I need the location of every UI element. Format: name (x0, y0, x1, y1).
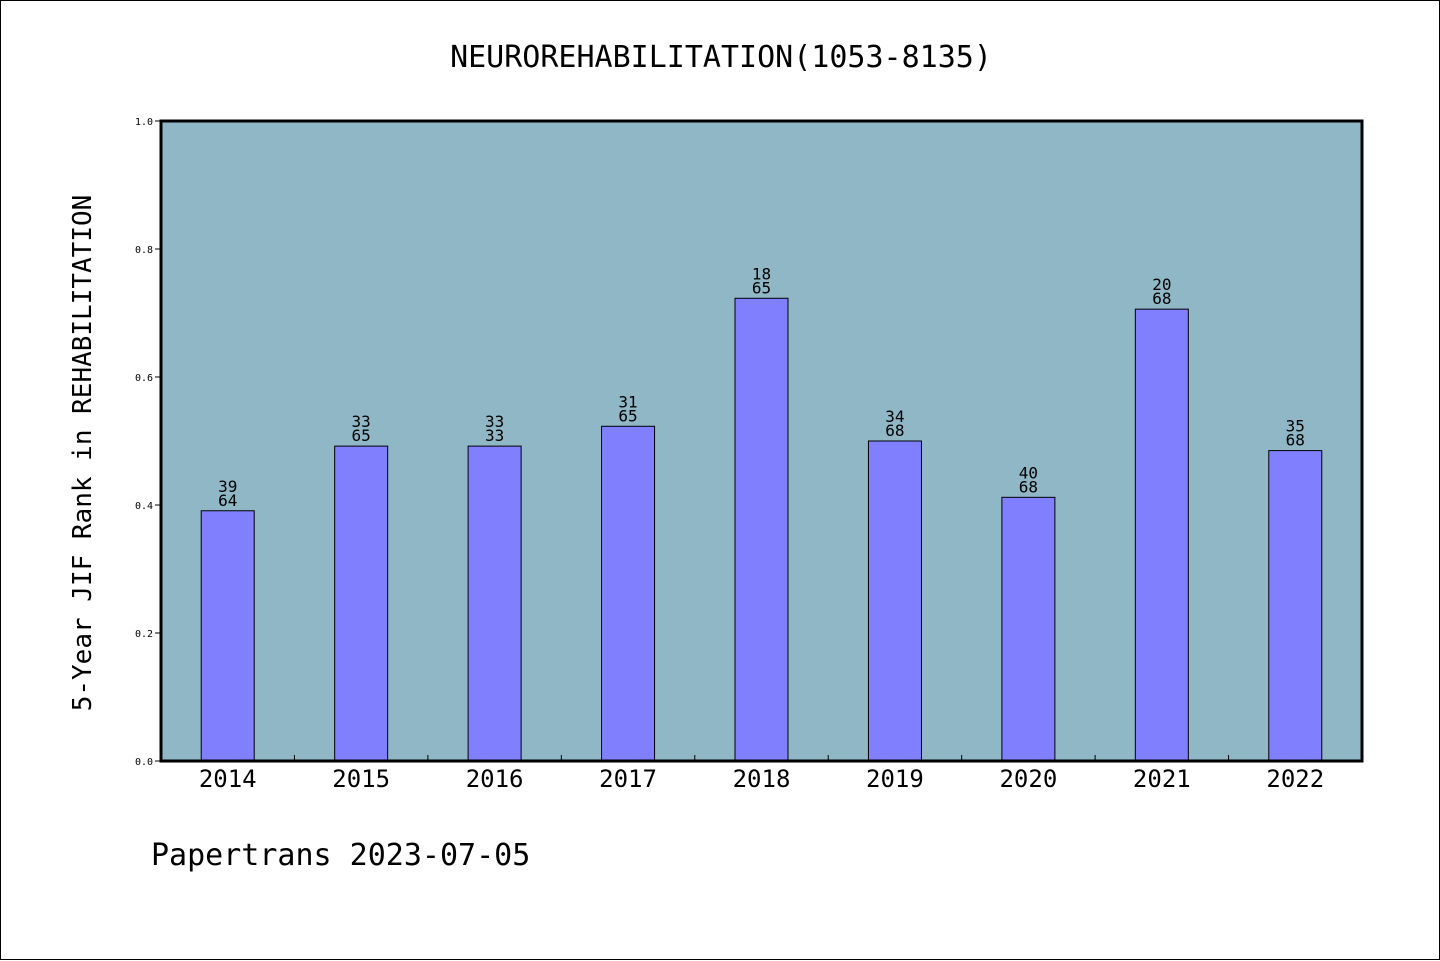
x-ticks-group: 2014 2015 2016 2017 2018 2019 2020 2021 2022 (199, 755, 1324, 793)
bar-label-rank-2016: 33 (485, 412, 504, 431)
bar-label-total-2020: 68 (1019, 477, 1038, 496)
y-tick-label: 0.0 (135, 757, 153, 768)
bar-label-rank-2022: 35 (1286, 417, 1305, 436)
x-tick-label-2016: 2016 (466, 765, 524, 793)
x-tick-label-2019: 2019 (866, 765, 924, 793)
y-tick-label: 0.2 (135, 629, 153, 640)
y-tick-label: 0.4 (135, 501, 153, 512)
bar-2018 (734, 297, 789, 762)
x-tick-label-2017: 2017 (599, 765, 657, 793)
x-tick-label-2018: 2018 (733, 765, 791, 793)
bar-2017 (601, 425, 656, 762)
y-tick-label: 0.8 (135, 245, 153, 256)
bar-label-rank-2017: 31 (618, 392, 637, 411)
bar-label-rank-2021: 20 (1152, 275, 1171, 294)
bar-2019 (867, 440, 922, 762)
bar-label-total-2014: 64 (218, 491, 237, 510)
y-axis-label: 5-Year JIF Rank in REHABILITATION (68, 195, 98, 712)
bar-label-rank-2014: 39 (218, 477, 237, 496)
bar-label-rank-2018: 18 (752, 264, 771, 283)
bar-label-total-2019: 68 (885, 421, 904, 440)
y-tick-label: 1.0 (135, 117, 153, 128)
bar-2014 (200, 510, 255, 762)
x-tick-label-2014: 2014 (199, 765, 257, 793)
plot-border (159, 119, 1364, 763)
bar-label-total-2018: 65 (752, 278, 771, 297)
bar-label-total-2022: 68 (1286, 431, 1305, 450)
chart-title: NEUROREHABILITATION(1053-8135) (450, 40, 992, 75)
bar-label-total-2017: 65 (618, 406, 637, 425)
x-tick-label-2015: 2015 (332, 765, 390, 793)
y-tick-label: 0.6 (135, 373, 153, 384)
bar-2021 (1134, 308, 1189, 762)
bar-label-total-2021: 68 (1152, 289, 1171, 308)
bar-2016 (467, 445, 522, 762)
bar-label-rank-2015: 33 (352, 412, 371, 431)
bar-label-rank-2019: 34 (885, 407, 904, 426)
bar-label-total-2015: 65 (352, 426, 371, 445)
bar-2020 (1001, 496, 1056, 762)
x-tick-label-2021: 2021 (1133, 765, 1191, 793)
footer-text: Papertrans 2023-07-05 (151, 838, 530, 873)
x-tick-label-2022: 2022 (1266, 765, 1324, 793)
x-tick-label-2020: 2020 (999, 765, 1057, 793)
bar-label-rank-2020: 40 (1019, 463, 1038, 482)
bar-2015 (334, 445, 389, 762)
bar-2022 (1268, 450, 1323, 762)
y-ticks-group: 0.0 0.2 0.4 0.6 0.8 1.0 (135, 117, 161, 768)
bar-label-total-2016: 33 (485, 426, 504, 445)
